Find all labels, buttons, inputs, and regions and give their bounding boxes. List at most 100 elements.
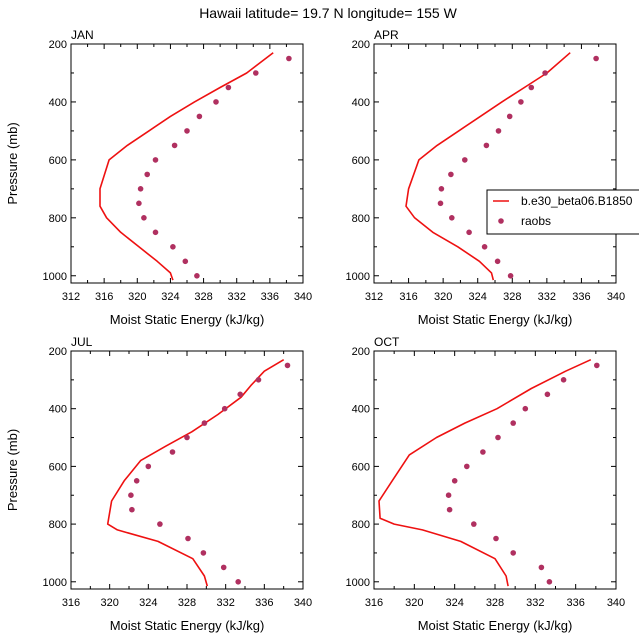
raobs-point: [464, 463, 470, 470]
raobs-point: [137, 186, 144, 192]
x-tick-label: 320: [100, 597, 118, 609]
raobs-point: [194, 273, 200, 279]
panel-jul: JUL 316 320 324 328 332 336 340 200 400 600 800 1000…: [5, 335, 312, 633]
raobs-point: [152, 229, 159, 236]
panel-label-jul: JUL: [71, 335, 93, 349]
raobs-point: [185, 535, 191, 542]
raobs-point: [483, 142, 490, 149]
x-tick-label: 320: [434, 291, 452, 303]
x-tick-label: 316: [95, 291, 113, 303]
raobs-point: [133, 478, 140, 484]
x-tick-label: 312: [62, 291, 80, 303]
raobs-point: [593, 55, 599, 62]
x-tick-label: 328: [194, 291, 212, 303]
x-tick-label: 316: [62, 597, 80, 609]
x-tick-label: 332: [228, 291, 246, 303]
panel-jan: JAN 312 316 320 324 328 332 336 340 200 400 600 800 1…: [5, 28, 312, 327]
plot-frame-apr: [373, 43, 617, 284]
y-tick-label: 200: [49, 39, 67, 51]
raobs-point: [145, 463, 152, 470]
y-tick-label: 600: [49, 155, 67, 167]
raobs-point: [196, 113, 203, 120]
model-line-oct: [378, 358, 592, 587]
y-tick-label: 200: [49, 346, 67, 358]
x-tick-label: 320: [128, 291, 146, 303]
raobs-point: [480, 449, 486, 455]
raobs-point: [494, 258, 501, 265]
x-tick-label: 316: [365, 597, 383, 609]
y-tick-label: 400: [49, 404, 67, 416]
raobs-point: [253, 70, 259, 76]
legend-entry-raobs: raobs: [521, 214, 551, 228]
raobs-point: [144, 171, 150, 178]
plot-frame-oct: [373, 350, 617, 590]
raobs-point: [170, 244, 176, 250]
x-axis-title: Moist Static Energy (kJ/kg): [418, 618, 573, 633]
y-tick-label: 800: [352, 519, 370, 531]
raobs-point: [235, 579, 241, 585]
raobs-point: [237, 391, 243, 398]
panel-oct: OCT 316 320 324 328 332 336 340 200 400 600 800 1000…: [346, 335, 626, 633]
y-tick-label: 1000: [346, 271, 370, 283]
x-tick-label: 332: [538, 291, 556, 303]
x-tick-label: 336: [566, 597, 584, 609]
raobs-point: [445, 492, 452, 499]
legend-entry-model: b.e30_beta06.B1850: [521, 194, 633, 208]
y-tick-label: 800: [352, 213, 370, 225]
raobs-point: [200, 550, 207, 556]
raobs-point: [466, 229, 472, 236]
raobs-point: [438, 186, 445, 192]
x-tick-label: 324: [161, 291, 179, 303]
model-line-jan: [99, 52, 274, 281]
y-axis-title: Pressure (mb): [5, 429, 20, 511]
raobs-point: [221, 405, 228, 412]
model-line-apr: [405, 52, 571, 281]
x-tick-label: 324: [139, 597, 157, 609]
x-tick-label: 340: [294, 291, 312, 303]
model-line-jul: [106, 359, 285, 587]
x-tick-label: 328: [178, 597, 196, 609]
panel-apr: APR 312 316 320 324 328 332 336 340 200 400 600 800 1…: [346, 28, 626, 327]
y-tick-label: 1000: [346, 577, 370, 589]
raobs-point: [507, 273, 514, 279]
raobs-point: [225, 84, 232, 91]
x-tick-label: 336: [255, 597, 273, 609]
raobs-point: [544, 391, 551, 398]
plot-frame-jan: [70, 43, 304, 284]
raobs-point: [481, 244, 488, 250]
raobs-point: [449, 215, 455, 221]
legend-marker-swatch: [498, 218, 504, 224]
y-tick-label: 800: [49, 519, 67, 531]
raobs-point: [220, 564, 227, 571]
raobs-point: [510, 420, 516, 426]
y-tick-label: 200: [352, 346, 370, 358]
panel-label-jan: JAN: [71, 28, 94, 42]
raobs-point: [495, 434, 501, 441]
raobs-point: [136, 200, 142, 207]
raobs-point: [129, 506, 135, 513]
panel-label-oct: OCT: [374, 335, 400, 349]
raobs-point: [437, 200, 444, 207]
raobs-point: [286, 55, 292, 62]
raobs-point: [495, 128, 502, 134]
raobs-point: [448, 171, 454, 178]
x-tick-label: 336: [572, 291, 590, 303]
x-tick-label: 332: [526, 597, 544, 609]
raobs-point: [546, 579, 553, 585]
y-axis-title: Pressure (mb): [5, 122, 20, 204]
raobs-point: [462, 157, 468, 163]
x-axis-title: Moist Static Energy (kJ/kg): [110, 312, 265, 327]
raobs-point: [594, 362, 600, 369]
raobs-point: [471, 521, 477, 527]
raobs-point: [451, 478, 458, 484]
raobs-point: [510, 550, 516, 556]
x-tick-label: 328: [486, 597, 504, 609]
y-tick-label: 400: [49, 97, 67, 109]
y-tick-label: 600: [352, 155, 370, 167]
raobs-point: [542, 70, 548, 76]
raobs-point: [152, 157, 159, 163]
raobs-point: [213, 99, 219, 105]
legend: b.e30_beta06.B1850 raobs: [486, 189, 639, 235]
raobs-point: [184, 434, 190, 441]
